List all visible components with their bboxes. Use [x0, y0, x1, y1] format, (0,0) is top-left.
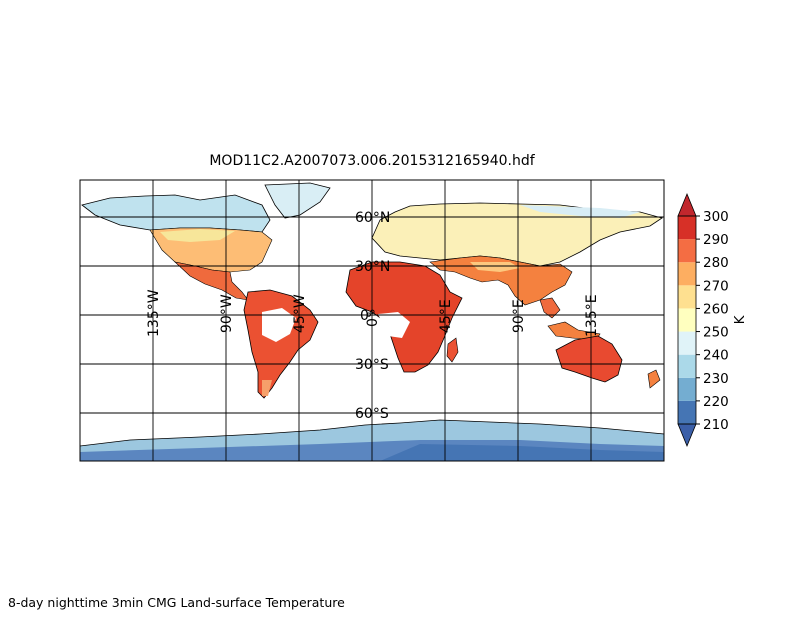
- colorbar-tick-label: 210: [703, 417, 729, 433]
- colorbar-tick-label: 290: [703, 232, 729, 248]
- eurasia-north: [371, 202, 663, 267]
- colorbar-segment: [678, 216, 696, 240]
- lon-label-135e: 135°E: [584, 294, 600, 337]
- lon-label-0: 0°: [365, 311, 381, 327]
- lat-label-60n: 60°N: [355, 210, 390, 226]
- colorbar-tick-label: 250: [703, 325, 729, 341]
- colorbar-over-triangle: [677, 192, 697, 217]
- colorbar-tick-label: 270: [703, 278, 729, 294]
- grid: [80, 180, 664, 461]
- north-america-north: [81, 194, 271, 233]
- colorbar-segments: [678, 216, 696, 424]
- new-zealand: [647, 369, 661, 389]
- map-panel: 60°N 30°N 0° 30°S 60°S 135°W 90°W 45°W 0…: [79, 179, 665, 462]
- map-title: MOD11C2.A2007073.006.2015312165940.hdf: [209, 153, 535, 169]
- colorbar-segment: [678, 308, 696, 332]
- lon-label-45e: 45°E: [438, 299, 454, 333]
- colorbar-frame: [677, 215, 697, 425]
- colorbar-tick-label: 280: [703, 255, 729, 271]
- lat-label-30s: 30°S: [355, 357, 389, 373]
- colorbar-under-triangle: [677, 423, 697, 448]
- colorbar-ticks: 300 290 280 270 260 250 240 230 220 210: [696, 209, 729, 433]
- colorbar-tick-label: 230: [703, 371, 729, 387]
- colorbar-unit: K: [732, 314, 748, 324]
- colorbar-segment: [678, 331, 696, 355]
- lon-label-135w: 135°W: [146, 289, 162, 337]
- colorbar-segment: [678, 354, 696, 378]
- colorbar-tick-label: 240: [703, 348, 729, 364]
- central-america: [174, 261, 249, 301]
- colorbar-tick-label: 300: [703, 209, 729, 225]
- lon-label-45w: 45°W: [292, 294, 308, 333]
- lon-label-90w: 90°W: [219, 294, 235, 333]
- greenland: [264, 182, 331, 219]
- colorbar-tick-label: 220: [703, 394, 729, 410]
- map-frame: [79, 179, 665, 462]
- colorbar-segment: [678, 262, 696, 286]
- lon-label-90e: 90°E: [511, 299, 527, 333]
- lat-label-30n: 30°N: [355, 259, 390, 275]
- colorbar-segment: [678, 239, 696, 263]
- colorbar-tick-label: 260: [703, 301, 729, 317]
- lat-label-eq: 0°: [360, 308, 376, 324]
- figure-caption: 8-day nighttime 3min CMG Land-surface Te…: [8, 595, 345, 610]
- colorbar: 300 290 280 270 260 250 240 230 220 210 K: [677, 192, 748, 448]
- lat-label-60s: 60°S: [355, 406, 389, 422]
- colorbar-segment: [678, 400, 696, 424]
- colorbar-segment: [678, 285, 696, 309]
- australia: [555, 335, 623, 383]
- eurasia-south: [429, 255, 573, 306]
- colorbar-segment: [678, 377, 696, 401]
- madagascar: [446, 337, 459, 363]
